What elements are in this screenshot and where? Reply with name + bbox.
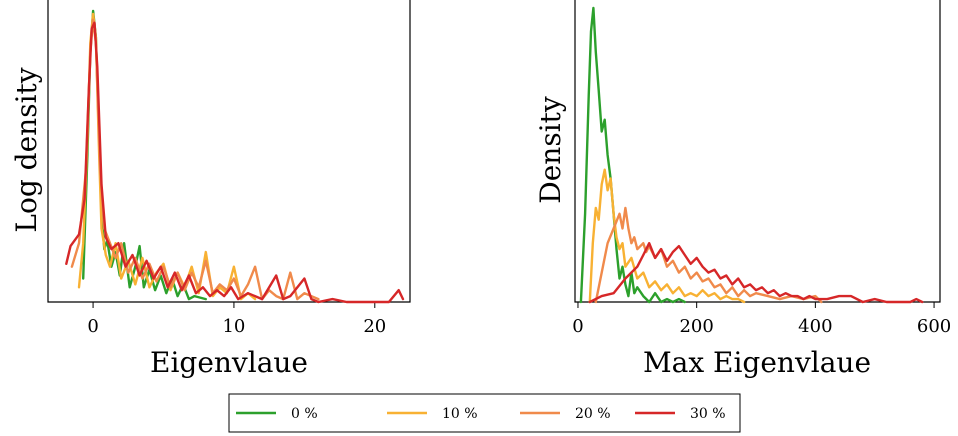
x-tick-label: 600: [917, 316, 951, 337]
series-line-20-percent: [594, 206, 823, 304]
x-tick-label: 10: [222, 316, 245, 337]
legend-label: 20 %: [575, 406, 611, 422]
x-tick-label: 400: [798, 316, 832, 337]
left-x-axis-label: Eigenvlaue: [150, 346, 308, 379]
right-plot-frame: [574, 0, 941, 303]
left-chart: 0 10 20 Eigenvlaue Log density: [10, 0, 411, 379]
legend: 0 % 10 % 20 % 30 %: [228, 393, 741, 433]
right-x-axis-label: Max Eigenvlaue: [643, 346, 871, 379]
series-line-30-percent: [588, 241, 924, 304]
x-tick-label: 0: [572, 316, 583, 337]
series-line-10-percent: [588, 168, 746, 304]
right-x-ticks: 0 200 400 600: [572, 302, 951, 337]
series-line-0-percent: [579, 6, 686, 304]
right-series-lines: [579, 6, 924, 304]
x-tick-label: 0: [87, 316, 98, 337]
right-chart: 0 200 400 600 Max Eigenvlaue Density: [534, 0, 951, 379]
left-y-axis-label: Log density: [10, 67, 43, 232]
legend-label: 10 %: [442, 406, 478, 422]
x-tick-label: 200: [679, 316, 713, 337]
series-line-10-percent: [77, 12, 257, 301]
x-tick-label: 20: [363, 316, 386, 337]
legend-label: 0 %: [291, 406, 318, 422]
legend-label: 30 %: [690, 406, 726, 422]
series-line-30-percent: [65, 21, 405, 304]
left-plot-frame: [47, 0, 411, 303]
left-x-ticks: 0 10 20: [87, 302, 386, 337]
right-y-axis-label: Density: [534, 96, 567, 204]
left-series-lines: [65, 9, 405, 304]
